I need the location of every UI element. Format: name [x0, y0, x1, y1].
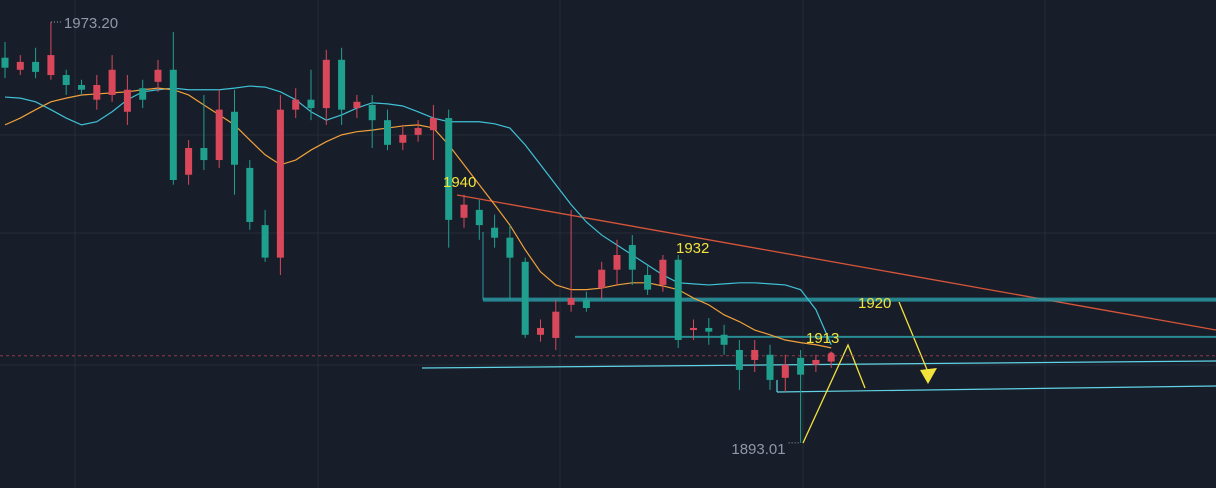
annotation: 1920	[858, 295, 891, 312]
candle-body	[720, 334, 728, 345]
candle-body	[506, 237, 514, 258]
high-label: 1973.20	[64, 15, 118, 32]
candle-body	[582, 299, 590, 309]
candle-body	[598, 269, 606, 289]
candle-body	[781, 364, 789, 378]
candle-body	[475, 209, 483, 226]
candle-body	[460, 204, 468, 218]
candle-body	[628, 245, 636, 270]
candle-body	[78, 85, 85, 90]
candle-body	[399, 134, 407, 143]
candle-body	[169, 69, 177, 180]
candle-body	[445, 118, 453, 220]
candle-body	[751, 349, 759, 360]
candle-body	[93, 85, 101, 100]
candle-body	[812, 359, 820, 365]
arrow-head	[920, 368, 937, 384]
candle-body	[32, 61, 40, 72]
candle-body	[735, 349, 743, 370]
candle-body	[292, 99, 300, 110]
candle-body	[338, 59, 346, 110]
support-line	[776, 385, 1216, 393]
candle-body	[322, 59, 330, 109]
candle-body	[705, 327, 713, 332]
candle-body	[690, 327, 697, 331]
candle-body	[215, 109, 223, 161]
candle-body	[353, 101, 361, 109]
candle-body	[766, 354, 774, 380]
candle-body	[429, 118, 437, 131]
candle-body	[521, 261, 529, 335]
candle-body	[1, 57, 9, 68]
last-price-dot	[827, 352, 835, 360]
candle-body	[567, 298, 575, 305]
drawings	[421, 194, 1216, 444]
annotation: 1913	[806, 330, 839, 347]
candle-body	[384, 120, 391, 145]
candle-body	[644, 274, 652, 290]
candle-body	[246, 167, 254, 222]
candle-body	[154, 69, 162, 82]
projection-path	[802, 343, 866, 444]
candle-body	[307, 99, 315, 109]
candle-body	[491, 227, 499, 238]
candle-body	[62, 75, 70, 86]
candle-body	[16, 61, 24, 70]
annotation: 1932	[676, 240, 709, 257]
candle-body	[139, 88, 147, 100]
candle-body	[797, 357, 805, 375]
candle-body	[613, 255, 621, 270]
annotation: 1940	[443, 174, 476, 191]
candle-body	[185, 147, 193, 175]
candle-body	[674, 259, 682, 341]
candle-body	[276, 109, 284, 258]
candle-body	[123, 89, 131, 112]
candle-body	[108, 69, 116, 95]
low-label: 1893.01	[731, 441, 785, 458]
candle-body	[659, 259, 667, 285]
candle-body	[368, 104, 376, 121]
candle-body	[231, 111, 238, 165]
trend-line	[456, 194, 1216, 331]
candle-body	[200, 147, 208, 161]
candle-body	[261, 225, 269, 258]
candle-body	[414, 128, 422, 135]
candle-body	[552, 311, 560, 338]
candle-body	[47, 55, 55, 76]
candle-body	[537, 327, 544, 335]
